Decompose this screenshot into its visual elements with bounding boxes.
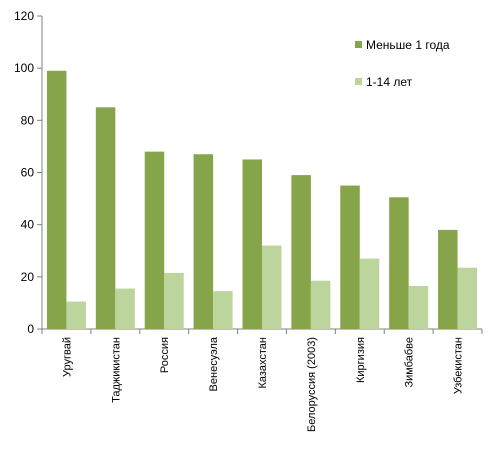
bars (46, 70, 478, 330)
legend-swatch-0 (355, 41, 362, 48)
bar-age-1-14-0 (66, 301, 86, 329)
category-label: Уругвай (61, 337, 73, 377)
legend-label-0: Меньше 1 года (366, 38, 450, 52)
legend: Меньше 1 года 1-14 лет (355, 38, 450, 89)
y-tick-label: 40 (21, 218, 35, 232)
bar-under-1-year-3 (193, 154, 214, 329)
y-tick-label: 120 (14, 9, 34, 23)
y-tick-label: 100 (14, 61, 34, 75)
y-tick-label: 0 (27, 322, 34, 336)
category-label: Узбекистан (453, 337, 465, 394)
category-label: Киргизия (355, 337, 367, 383)
y-tick-label: 80 (21, 113, 35, 127)
bar-age-1-14-2 (164, 272, 184, 329)
bar-under-1-year-1 (95, 107, 116, 330)
bar-age-1-14-8 (457, 267, 478, 329)
category-label: Зимбабве (404, 337, 416, 388)
bar-age-1-14-1 (115, 288, 135, 329)
bar-age-1-14-5 (310, 280, 331, 329)
bar-age-1-14-6 (359, 258, 380, 329)
y-tick-label: 20 (21, 270, 35, 284)
legend-swatch-1 (355, 78, 362, 85)
bar-age-1-14-7 (408, 285, 429, 329)
legend-label-1: 1-14 лет (366, 75, 413, 89)
y-tick-label: 60 (21, 166, 35, 180)
bar-under-1-year-7 (389, 197, 409, 329)
bar-under-1-year-5 (291, 175, 311, 329)
bar-under-1-year-2 (144, 151, 165, 329)
labels: 0 20 40 60 80 100 120 Уругвай Таджикистан Россия В… (14, 9, 465, 432)
category-label: Белоруссия (2003) (306, 337, 318, 432)
bar-under-1-year-4 (242, 159, 262, 329)
bar-age-1-14-3 (213, 291, 233, 329)
category-label: Казахстан (257, 337, 269, 389)
category-label: Венесуэла (208, 336, 220, 391)
category-label: Таджикистан (110, 337, 122, 403)
category-label: Россия (159, 337, 171, 373)
bar-under-1-year-8 (438, 229, 458, 329)
bar-age-1-14-4 (262, 245, 282, 329)
bar-under-1-year-0 (46, 70, 67, 330)
bar-under-1-year-6 (340, 185, 360, 329)
